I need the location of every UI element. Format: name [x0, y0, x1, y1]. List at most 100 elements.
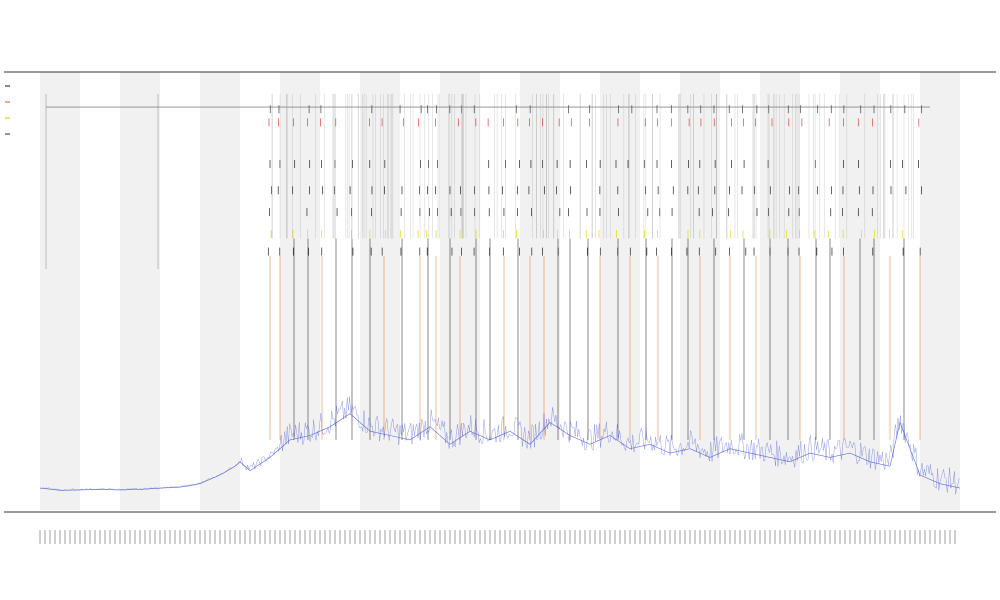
x-tick-label-131: [694, 530, 696, 544]
x-tick-label-35: [214, 530, 216, 544]
x-tick-label-158: [829, 530, 831, 544]
x-tick-label-11: [94, 530, 96, 544]
x-tick-label-41: [244, 530, 246, 544]
x-ticks: [39, 530, 956, 544]
band-0: [40, 72, 80, 510]
x-tick-label-34: [209, 530, 211, 544]
background-bands: [40, 72, 960, 510]
event-markers: [45, 93, 930, 440]
x-tick-label-168: [879, 530, 881, 544]
x-tick-label-7: [74, 530, 76, 544]
x-tick-label-118: [629, 530, 631, 544]
x-tick-label-5: [64, 530, 66, 544]
x-tick-label-82: [449, 530, 451, 544]
x-tick-label-80: [439, 530, 441, 544]
x-tick-label-157: [824, 530, 826, 544]
x-tick-label-93: [504, 530, 506, 544]
x-tick-label-123: [654, 530, 656, 544]
x-tick-label-47: [274, 530, 276, 544]
x-tick-label-36: [219, 530, 221, 544]
x-tick-label-56: [319, 530, 321, 544]
x-tick-label-98: [529, 530, 531, 544]
x-tick-label-99: [534, 530, 536, 544]
x-tick-label-86: [469, 530, 471, 544]
x-tick-label-30: [189, 530, 191, 544]
x-tick-label-144: [759, 530, 761, 544]
x-tick-label-179: [934, 530, 936, 544]
x-tick-label-72: [399, 530, 401, 544]
x-tick-label-81: [444, 530, 446, 544]
x-tick-label-79: [434, 530, 436, 544]
x-tick-label-10: [89, 530, 91, 544]
x-tick-label-33: [204, 530, 206, 544]
x-tick-label-122: [649, 530, 651, 544]
x-tick-label-182: [949, 530, 951, 544]
x-tick-label-54: [309, 530, 311, 544]
x-tick-label-142: [749, 530, 751, 544]
x-tick-label-78: [429, 530, 431, 544]
x-tick-label-114: [609, 530, 611, 544]
x-tick-label-150: [789, 530, 791, 544]
x-tick-label-8: [79, 530, 81, 544]
x-tick-label-163: [854, 530, 856, 544]
x-tick-label-71: [394, 530, 396, 544]
x-tick-label-28: [179, 530, 181, 544]
x-tick-label-173: [904, 530, 906, 544]
x-tick-label-69: [384, 530, 386, 544]
x-tick-label-49: [284, 530, 286, 544]
x-tick-label-92: [499, 530, 501, 544]
x-tick-label-90: [489, 530, 491, 544]
x-tick-label-12: [99, 530, 101, 544]
x-tick-label-101: [544, 530, 546, 544]
x-tick-label-13: [104, 530, 106, 544]
x-tick-label-29: [184, 530, 186, 544]
x-tick-label-136: [719, 530, 721, 544]
legend: [5, 85, 10, 135]
x-tick-label-165: [864, 530, 866, 544]
x-tick-label-116: [619, 530, 621, 544]
x-tick-label-31: [194, 530, 196, 544]
series-trend: [39, 413, 961, 491]
band-11: [920, 72, 960, 510]
x-tick-label-4: [59, 530, 61, 544]
x-tick-label-160: [839, 530, 841, 544]
x-tick-label-172: [899, 530, 901, 544]
x-tick-label-170: [889, 530, 891, 544]
x-tick-label-149: [784, 530, 786, 544]
x-tick-label-119: [634, 530, 636, 544]
x-tick-label-25: [164, 530, 166, 544]
x-tick-label-15: [114, 530, 116, 544]
x-tick-label-135: [714, 530, 716, 544]
x-tick-label-75: [414, 530, 416, 544]
x-tick-label-130: [689, 530, 691, 544]
x-tick-label-40: [239, 530, 241, 544]
x-tick-label-148: [779, 530, 781, 544]
x-tick-label-153: [804, 530, 806, 544]
x-tick-label-38: [229, 530, 231, 544]
x-tick-label-164: [859, 530, 861, 544]
x-tick-label-151: [794, 530, 796, 544]
x-tick-label-143: [754, 530, 756, 544]
x-tick-label-67: [374, 530, 376, 544]
x-tick-label-70: [389, 530, 391, 544]
x-tick-label-64: [359, 530, 361, 544]
x-tick-label-24: [159, 530, 161, 544]
x-tick-label-52: [299, 530, 301, 544]
x-tick-label-68: [379, 530, 381, 544]
x-tick-label-111: [594, 530, 596, 544]
x-tick-label-177: [924, 530, 926, 544]
x-tick-label-134: [709, 530, 711, 544]
x-tick-label-128: [679, 530, 681, 544]
x-tick-label-89: [484, 530, 486, 544]
x-tick-label-42: [249, 530, 251, 544]
x-tick-label-76: [419, 530, 421, 544]
x-tick-label-106: [569, 530, 571, 544]
x-tick-label-57: [324, 530, 326, 544]
x-tick-label-125: [664, 530, 666, 544]
x-tick-label-94: [509, 530, 511, 544]
x-tick-label-1: [44, 530, 46, 544]
x-tick-label-43: [254, 530, 256, 544]
x-tick-label-100: [539, 530, 541, 544]
x-tick-label-62: [349, 530, 351, 544]
